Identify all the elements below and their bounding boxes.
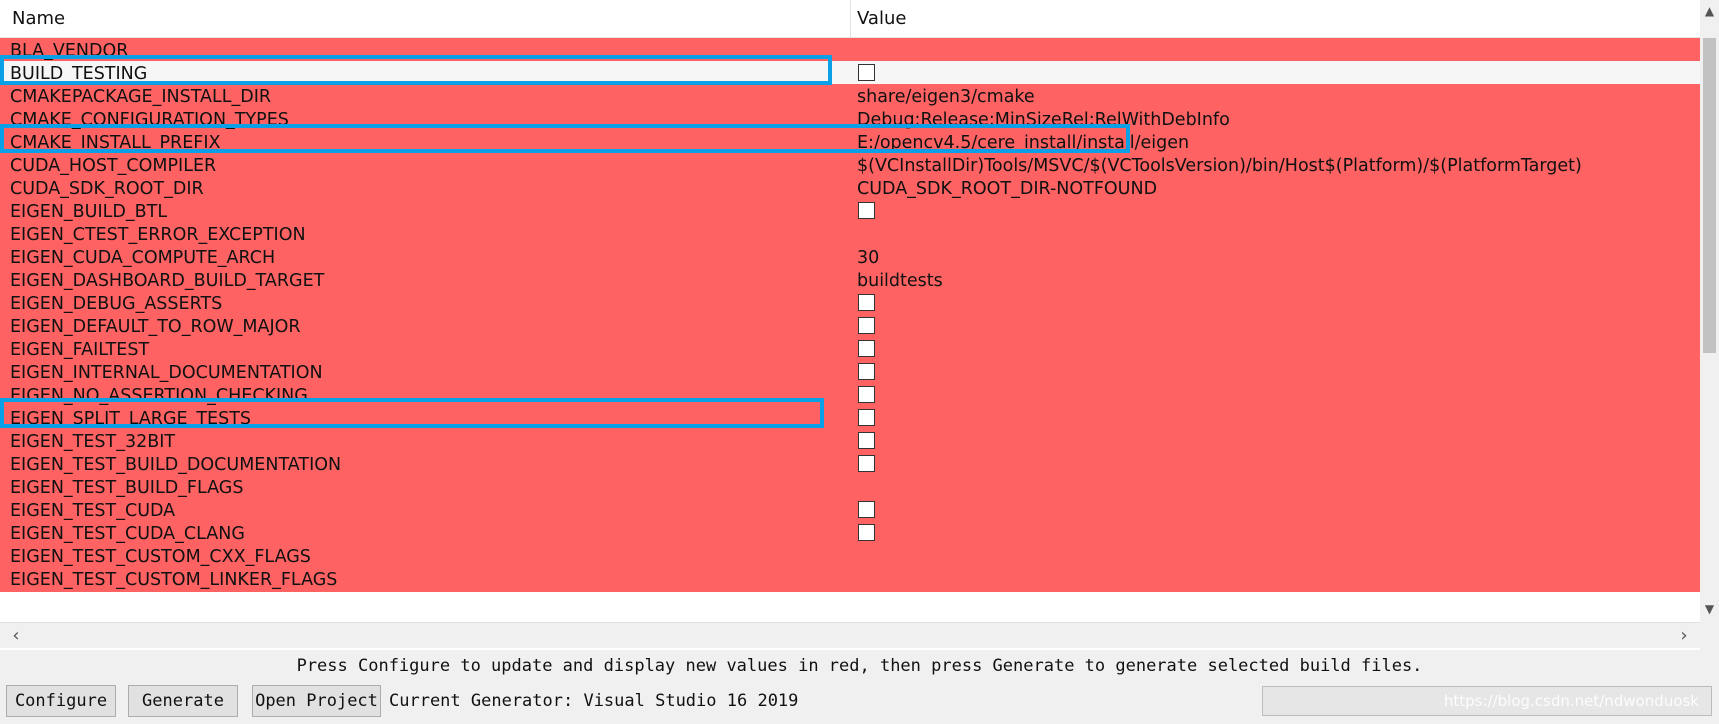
status-message: Press Configure to update and display ne… (296, 656, 1423, 676)
progress-bar: https://blog.csdn.net/ndwonduosk (1262, 686, 1712, 716)
entry-name: CMAKE_INSTALL_PREFIX (10, 133, 221, 153)
table-row[interactable]: EIGEN_INTERNAL_DOCUMENTATION (0, 360, 1700, 385)
table-row[interactable]: EIGEN_DEBUG_ASSERTS (0, 291, 1700, 316)
table-row[interactable]: EIGEN_DASHBOARD_BUILD_TARGET buildtests (0, 268, 1700, 293)
entry-name: EIGEN_CUDA_COMPUTE_ARCH (10, 248, 276, 268)
entry-checkbox[interactable] (858, 432, 875, 449)
chevron-down-icon[interactable]: ▼ (1704, 602, 1715, 616)
entry-value[interactable]: $(VCInstallDir)Tools/MSVC/$(VCToolsVersi… (857, 156, 1582, 176)
column-divider[interactable] (850, 0, 851, 37)
highlight-box-install-prefix (0, 124, 1130, 153)
entry-value[interactable]: E:/opencv4.5/cere_install/install/eigen (857, 133, 1190, 153)
generate-button[interactable]: Generate (128, 685, 238, 717)
column-header-name[interactable]: Name (12, 8, 66, 29)
table-row[interactable]: EIGEN_TEST_BUILD_FLAGS (0, 475, 1700, 500)
table-row[interactable]: CUDA_SDK_ROOT_DIR CUDA_SDK_ROOT_DIR-NOTFO… (0, 176, 1700, 201)
entry-name: EIGEN_TEST_32BIT (10, 432, 176, 452)
highlight-box-build-testing (0, 55, 832, 85)
entry-name: EIGEN_CTEST_ERROR_EXCEPTION (10, 225, 306, 245)
table-row[interactable]: EIGEN_FAILTEST (0, 337, 1700, 362)
entry-name: EIGEN_INTERNAL_DOCUMENTATION (10, 363, 323, 383)
horizontal-scrollbar[interactable]: ‹ › (0, 622, 1700, 648)
chevron-right-icon[interactable]: › (1680, 625, 1688, 646)
entry-checkbox[interactable] (858, 317, 875, 334)
entry-checkbox[interactable] (858, 294, 875, 311)
entry-checkbox[interactable] (858, 455, 875, 472)
highlight-box-split-large-tests (0, 398, 824, 428)
table-row[interactable]: EIGEN_TEST_CUSTOM_LINKER_FLAGS (0, 567, 1700, 592)
table-row[interactable]: EIGEN_TEST_CUSTOM_CXX_FLAGS (0, 544, 1700, 569)
table-row[interactable]: EIGEN_TEST_CUDA (0, 498, 1700, 523)
table-row[interactable]: EIGEN_CTEST_ERROR_EXCEPTION (0, 222, 1700, 247)
entry-name: EIGEN_TEST_CUSTOM_CXX_FLAGS (10, 547, 311, 567)
scrollbar-thumb[interactable] (1703, 38, 1716, 353)
table-row[interactable]: EIGEN_BUILD_BTL (0, 199, 1700, 224)
entry-checkbox[interactable] (858, 524, 875, 541)
open-project-button[interactable]: Open Project (252, 685, 381, 717)
configure-button[interactable]: Configure (6, 685, 116, 717)
cache-entries-table: Name Value BLA_VENDOR BUILD_TESTING CMAKEP… (0, 0, 1700, 650)
entry-name: EIGEN_DEFAULT_TO_ROW_MAJOR (10, 317, 301, 337)
entry-name: EIGEN_TEST_CUDA (10, 501, 176, 521)
entry-checkbox[interactable] (858, 501, 875, 518)
current-generator-label: Current Generator: Visual Studio 16 2019 (389, 691, 799, 711)
entry-checkbox[interactable] (858, 202, 875, 219)
column-header-value[interactable]: Value (857, 8, 907, 29)
table-row[interactable]: EIGEN_DEFAULT_TO_ROW_MAJOR (0, 314, 1700, 339)
entry-name: CUDA_SDK_ROOT_DIR (10, 179, 204, 199)
entry-name: EIGEN_BUILD_BTL (10, 202, 168, 222)
table-row[interactable]: EIGEN_TEST_32BIT (0, 429, 1700, 454)
table-row[interactable]: EIGEN_TEST_BUILD_DOCUMENTATION (0, 452, 1700, 477)
entry-value[interactable]: buildtests (857, 271, 943, 291)
entry-name: EIGEN_DASHBOARD_BUILD_TARGET (10, 271, 325, 291)
entry-name: EIGEN_TEST_BUILD_DOCUMENTATION (10, 455, 342, 475)
entry-checkbox[interactable] (858, 363, 875, 380)
entry-name: EIGEN_DEBUG_ASSERTS (10, 294, 223, 314)
entry-checkbox[interactable] (858, 64, 875, 81)
entry-name: EIGEN_FAILTEST (10, 340, 150, 360)
watermark-text: https://blog.csdn.net/ndwonduosk (1443, 692, 1699, 710)
entry-name: BUILD_TESTING (10, 64, 148, 84)
chevron-up-icon[interactable]: ▲ (1704, 4, 1715, 18)
vertical-scrollbar[interactable]: ▲ ▼ (1700, 0, 1719, 622)
entry-name: CUDA_HOST_COMPILER (10, 156, 217, 176)
entry-name: EIGEN_TEST_CUSTOM_LINKER_FLAGS (10, 570, 338, 590)
table-row[interactable]: EIGEN_TEST_CUDA_CLANG (0, 521, 1700, 546)
entry-name: EIGEN_TEST_CUDA_CLANG (10, 524, 245, 544)
entry-value[interactable]: CUDA_SDK_ROOT_DIR-NOTFOUND (857, 179, 1158, 199)
table-header: Name Value (0, 0, 1700, 38)
entry-checkbox[interactable] (858, 409, 875, 426)
entry-name: EIGEN_TEST_BUILD_FLAGS (10, 478, 244, 498)
entry-checkbox[interactable] (858, 386, 875, 403)
entry-value[interactable]: share/eigen3/cmake (857, 87, 1035, 107)
table-row[interactable]: CMAKEPACKAGE_INSTALL_DIR share/eigen3/cma… (0, 84, 1700, 109)
chevron-left-icon[interactable]: ‹ (12, 625, 20, 646)
table-row[interactable]: CUDA_HOST_COMPILER $(VCInstallDir)Tools/M… (0, 153, 1700, 178)
entry-checkbox[interactable] (858, 340, 875, 357)
entry-value[interactable]: 30 (857, 248, 880, 268)
table-row[interactable]: EIGEN_CUDA_COMPUTE_ARCH 30 (0, 245, 1700, 270)
entry-name: CMAKEPACKAGE_INSTALL_DIR (10, 87, 272, 107)
